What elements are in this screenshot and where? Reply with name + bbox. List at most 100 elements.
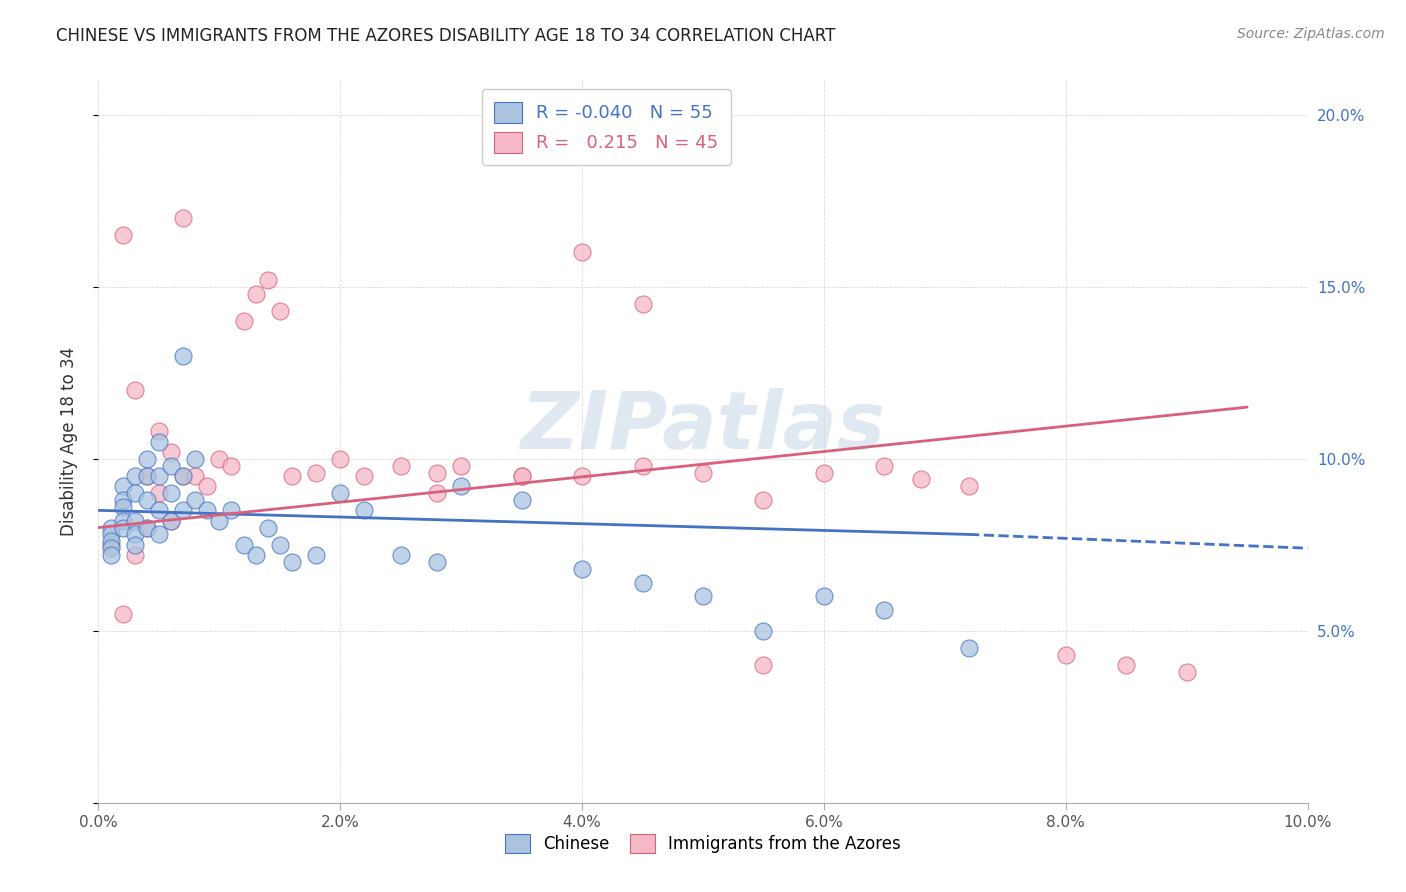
Point (1175, 665, 1198, 679)
Point (124, 548, 146, 562)
Point (172, 469, 194, 483)
Point (195, 503, 218, 517)
Point (195, 479, 218, 493)
Point (450, 479, 472, 493)
Point (111, 607, 134, 621)
Point (256, 273, 278, 287)
Point (571, 469, 593, 483)
Point (148, 469, 170, 483)
Point (245, 286, 267, 301)
Point (100, 548, 122, 562)
Point (426, 486, 449, 500)
Point (124, 486, 146, 500)
Point (184, 451, 207, 466)
Point (135, 520, 157, 534)
Point (813, 590, 835, 604)
Point (510, 469, 533, 483)
Y-axis label: Disability Age 18 to 34: Disability Age 18 to 34 (59, 347, 77, 536)
Point (148, 434, 170, 449)
Point (269, 303, 291, 318)
Point (957, 640, 980, 655)
Point (160, 445, 183, 459)
Point (389, 458, 412, 473)
Point (124, 514, 146, 528)
Point (631, 297, 654, 311)
Point (221, 458, 243, 473)
Point (184, 469, 207, 483)
Point (631, 458, 654, 473)
Point (111, 514, 134, 528)
Point (100, 534, 122, 549)
Point (172, 503, 194, 517)
Point (135, 451, 157, 466)
Point (100, 541, 122, 556)
Point (208, 451, 231, 466)
Point (184, 493, 207, 508)
Point (957, 479, 980, 493)
Point (269, 538, 291, 552)
Point (172, 349, 194, 363)
Point (148, 424, 170, 438)
Point (305, 548, 328, 562)
Point (124, 469, 146, 483)
Point (245, 548, 267, 562)
Point (100, 538, 122, 552)
Point (124, 538, 146, 552)
Point (111, 493, 134, 508)
Point (135, 469, 157, 483)
Point (160, 486, 183, 500)
Point (148, 486, 170, 500)
Point (232, 314, 254, 328)
Point (389, 548, 412, 562)
Point (571, 245, 593, 260)
Text: ZIPatlas: ZIPatlas (520, 388, 886, 467)
Point (111, 228, 134, 243)
Point (510, 469, 533, 483)
Point (1115, 658, 1137, 673)
Point (172, 469, 194, 483)
Point (692, 466, 714, 480)
Text: CHINESE VS IMMIGRANTS FROM THE AZORES DISABILITY AGE 18 TO 34 CORRELATION CHART: CHINESE VS IMMIGRANTS FROM THE AZORES DI… (56, 27, 835, 45)
Legend: Chinese, Immigrants from the Azores: Chinese, Immigrants from the Azores (499, 827, 907, 860)
Point (752, 624, 775, 638)
Point (172, 211, 194, 225)
Point (232, 538, 254, 552)
Point (124, 527, 146, 541)
Point (135, 469, 157, 483)
Point (100, 527, 122, 541)
Point (329, 486, 352, 500)
Point (426, 555, 449, 569)
Point (571, 562, 593, 576)
Text: Source: ZipAtlas.com: Source: ZipAtlas.com (1237, 27, 1385, 41)
Point (160, 514, 183, 528)
Point (256, 520, 278, 534)
Point (631, 575, 654, 590)
Point (160, 458, 183, 473)
Point (1054, 648, 1077, 662)
Point (305, 466, 328, 480)
Point (353, 469, 375, 483)
Point (221, 503, 243, 517)
Point (124, 383, 146, 397)
Point (111, 479, 134, 493)
Point (148, 527, 170, 541)
Point (873, 458, 896, 473)
Point (111, 520, 134, 534)
Point (208, 514, 231, 528)
Point (135, 520, 157, 534)
Point (148, 503, 170, 517)
Point (111, 500, 134, 514)
Point (329, 451, 352, 466)
Point (692, 590, 714, 604)
Point (873, 603, 896, 617)
Point (813, 466, 835, 480)
Point (426, 466, 449, 480)
Point (752, 658, 775, 673)
Point (160, 514, 183, 528)
Point (510, 493, 533, 508)
Point (631, 142, 654, 156)
Point (353, 503, 375, 517)
Point (135, 493, 157, 508)
Point (281, 555, 304, 569)
Point (571, 135, 593, 149)
